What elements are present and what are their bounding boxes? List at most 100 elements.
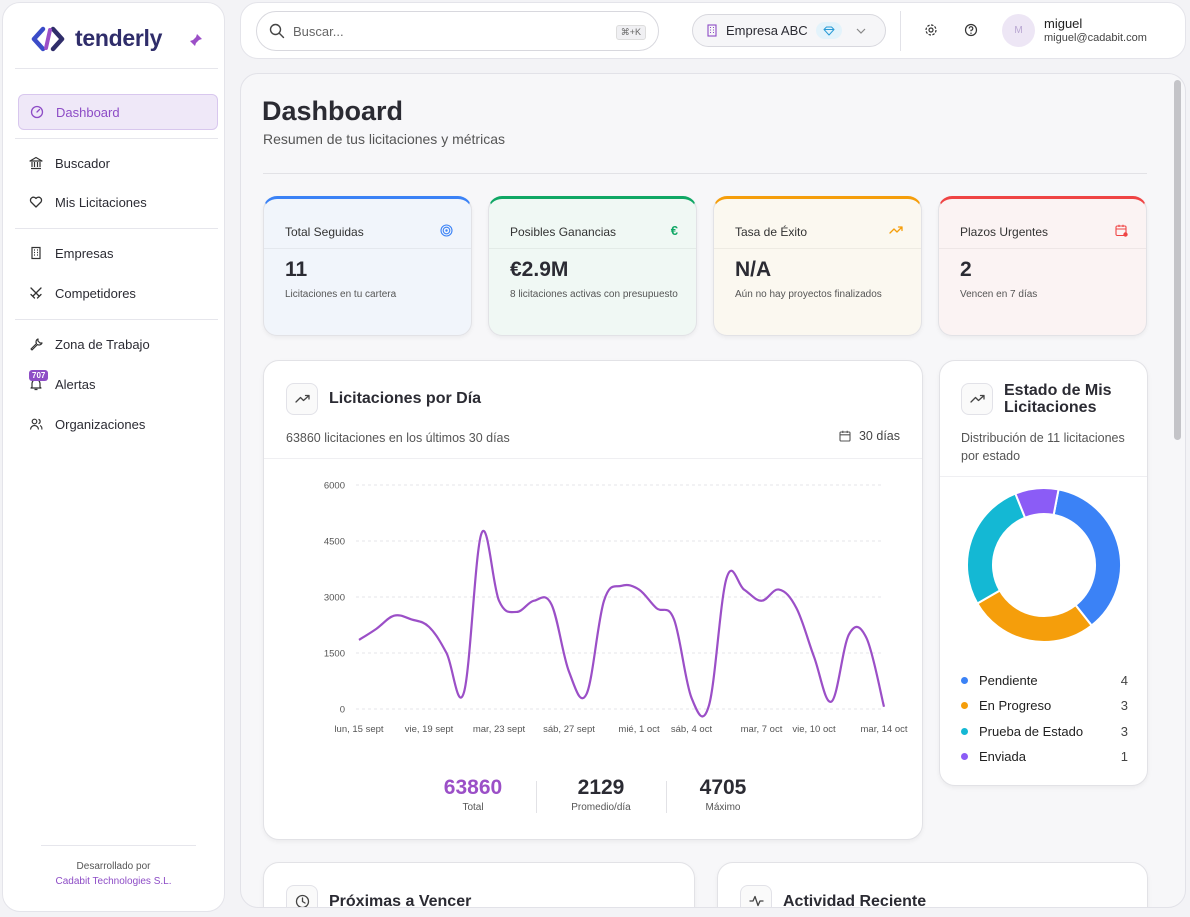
x-tick-label: lun, 15 sept <box>334 724 383 735</box>
sidebar-item-alertas[interactable]: 707 Alertas <box>18 366 218 402</box>
stat-value: €2.9M <box>510 258 569 281</box>
sidebar-item-dashboard[interactable]: Dashboard <box>18 94 218 130</box>
stat-card-plazos-urgentes: Plazos Urgentes 2 Vencen en 7 días <box>938 196 1147 336</box>
activity-icon <box>748 895 764 907</box>
company-name: Empresa ABC <box>726 23 808 38</box>
calendar-icon <box>839 430 851 442</box>
search-box[interactable]: ⌘+K <box>256 11 659 51</box>
pie-slice <box>1014 488 1060 519</box>
topbar-divider <box>900 11 901 51</box>
pie-slice <box>1052 488 1122 627</box>
legend-entry: Prueba de Estado 3 <box>961 722 1128 740</box>
building-icon <box>31 246 41 260</box>
pie-slice <box>975 589 1094 643</box>
clock-icon <box>295 894 309 907</box>
legend-entry: En Progreso 3 <box>961 697 1128 715</box>
stat-card-posibles-ganancias: Posibles Ganancias € €2.9M 8 licitacione… <box>488 196 697 336</box>
date-range[interactable]: 30 días <box>839 429 900 443</box>
series-line <box>358 529 886 718</box>
legend-dot <box>961 702 968 709</box>
y-tick-label: 6000 <box>324 481 345 492</box>
metric-value: 4705 <box>699 776 747 799</box>
bank-icon <box>29 156 43 170</box>
stat-value: N/A <box>735 258 772 281</box>
chart-icon-box <box>286 383 318 415</box>
sidebar-item-competidores[interactable]: Competidores <box>18 275 218 311</box>
user-email: miguel@cadabit.com <box>1044 32 1147 44</box>
avatar[interactable]: M <box>1002 14 1035 47</box>
legend-count: 3 <box>1120 723 1128 739</box>
sidebar-item-zona-de-trabajo[interactable]: Zona de Trabajo <box>18 326 218 362</box>
sidebar-item-label: Zona de Trabajo <box>55 336 150 352</box>
pin-icon[interactable] <box>189 33 203 47</box>
page-title: Dashboard <box>262 96 404 126</box>
stat-description: Licitaciones en tu cartera <box>285 289 397 300</box>
sidebar-divider <box>15 68 218 69</box>
y-tick-label: 4500 <box>324 537 345 548</box>
x-tick-label: mar, 14 oct <box>861 724 908 735</box>
card-subtitle: Distribución de 11 licitaciones por esta… <box>961 431 1125 463</box>
sidebar-divider <box>15 228 218 229</box>
legend-dot <box>961 676 968 684</box>
calendar-alert-icon <box>1115 224 1128 237</box>
stat-label: Plazos Urgentes <box>960 225 1049 239</box>
alerts-count-badge: 707 <box>29 370 49 381</box>
legend-count: 1 <box>1120 749 1128 764</box>
sidebar-item-organizaciones[interactable]: Organizaciones <box>18 406 218 442</box>
sidebar-item-empresas[interactable]: Empresas <box>18 235 218 271</box>
brand[interactable]: tenderly <box>31 25 162 52</box>
chevron-down-icon <box>856 28 866 34</box>
legend-entry: Pendiente 4 <box>961 671 1128 689</box>
card-title: Estado de Mis Licitaciones <box>1004 382 1112 416</box>
stat-card-total-seguidas: Total Seguidas 11 Licitaciones en tu car… <box>263 196 472 336</box>
heart-icon <box>29 196 43 208</box>
sidebar-divider <box>41 845 196 846</box>
metric-value: 63860 <box>443 776 503 799</box>
sidebar-item-buscador[interactable]: Buscador <box>18 145 218 181</box>
sidebar-item-label: Buscador <box>55 155 110 171</box>
stat-value: 2 <box>960 258 972 281</box>
y-tick-label: 1500 <box>324 649 345 660</box>
target-icon <box>440 224 453 237</box>
card-icon-box <box>286 885 318 907</box>
sidebar-item-label: Dashboard <box>56 104 120 120</box>
topbar: ⌘+K Empresa ABC M miguel miguel@cadabit.… <box>240 2 1186 59</box>
search-input[interactable] <box>293 23 593 39</box>
x-tick-label: sáb, 27 sept <box>543 724 595 735</box>
card-icon-box <box>740 885 772 907</box>
footer-text: Desarrollado por <box>76 861 151 872</box>
brand-name: tenderly <box>75 25 163 51</box>
footer-company-link[interactable]: Cadabit Technologies S.L. <box>55 876 172 887</box>
sidebar-item-label: Mis Licitaciones <box>55 194 147 210</box>
main-content: Dashboard Resumen de tus licitaciones y … <box>240 73 1186 908</box>
search-shortcut: ⌘+K <box>615 25 646 40</box>
sidebar-item-mis-licitaciones[interactable]: Mis Licitaciones <box>18 184 218 220</box>
building-icon <box>707 24 717 37</box>
search-icon <box>269 23 285 39</box>
stat-card-tasa-de-exito: Tasa de Éxito N/A Aún no hay proyectos f… <box>713 196 922 336</box>
trending-up-icon <box>969 394 985 403</box>
swords-icon <box>30 287 42 299</box>
scrollbar[interactable] <box>1174 80 1181 440</box>
y-tick-label: 3000 <box>324 593 345 604</box>
sidebar-footer: Desarrollado por Cadabit Technologies S.… <box>3 859 224 889</box>
donut-chart <box>966 488 1122 643</box>
help-icon[interactable] <box>964 23 978 37</box>
x-tick-label: mié, 1 oct <box>618 724 660 735</box>
company-selector[interactable]: Empresa ABC <box>692 14 886 47</box>
card-title: Actividad Reciente <box>783 893 927 908</box>
line-chart: 0 1500 3000 4500 6000 lun, 15 sept vie, 19 sep… <box>324 481 908 736</box>
x-tick-label: vie, 10 oct <box>792 724 836 735</box>
sidebar-item-label: Empresas <box>55 245 114 261</box>
stat-description: Aún no hay proyectos finalizados <box>735 289 882 300</box>
card-subtitle: 63860 licitaciones en los últimos 30 día… <box>286 431 510 445</box>
gear-icon[interactable] <box>924 23 938 37</box>
donut-chart-card: Estado de Mis Licitaciones Distribución … <box>939 360 1148 786</box>
metric-total: 63860 Total <box>418 776 528 813</box>
legend-label: Prueba de Estado <box>979 723 1084 739</box>
metric-label: Promedio/día <box>571 802 631 813</box>
header-divider <box>263 173 1147 174</box>
trending-up-icon <box>889 226 903 234</box>
upcoming-deadlines-card: Próximas a Vencer <box>263 862 695 907</box>
page-subtitle: Resumen de tus licitaciones y métricas <box>263 131 505 147</box>
